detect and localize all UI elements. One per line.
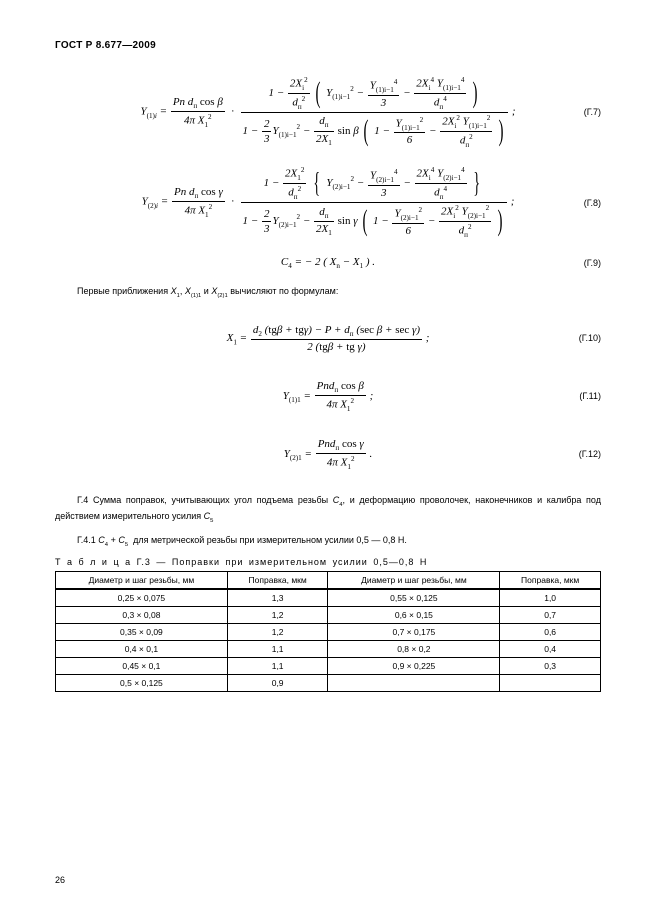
- para-first-approx: Первые приближения X1, X(1)1 и X(2)1 выч…: [55, 285, 601, 301]
- table-cell: 0,8 × 0,2: [328, 641, 500, 658]
- table-cell: 0,25 × 0,075: [56, 589, 228, 607]
- table-row: 0,4 × 0,11,10,8 × 0,20,4: [56, 641, 601, 658]
- table-title: Т а б л и ц а Г.3 — Поправки при измерит…: [55, 557, 601, 567]
- para-g41: Г.4.1 C4 + C5 для метрической резьбы при…: [55, 534, 601, 550]
- table-cell: 0,35 × 0,09: [56, 624, 228, 641]
- formula-g11: Y(1)1 = Pndп cos β 4π X12 ; (Г.11): [55, 376, 601, 416]
- table-cell: 0,4: [500, 641, 601, 658]
- table-row: 0,25 × 0,0751,30,55 × 0,1251,0: [56, 589, 601, 607]
- table-cell: 1,3: [227, 589, 328, 607]
- table-cell: 0,9: [227, 675, 328, 692]
- col-header: Поправка, мкм: [500, 572, 601, 590]
- table-cell: 0,5 × 0,125: [56, 675, 228, 692]
- para-g4: Г.4 Сумма поправок, учитывающих угол под…: [55, 494, 601, 525]
- formula-g12: Y(2)1 = Pndп cos γ 4π X12 . (Г.12): [55, 434, 601, 474]
- table-cell: 0,7 × 0,175: [328, 624, 500, 641]
- table-row: 0,5 × 0,1250,9: [56, 675, 601, 692]
- table-cell: 1,0: [500, 589, 601, 607]
- table-cell: 1,2: [227, 607, 328, 624]
- table-cell: 0,3 × 0,08: [56, 607, 228, 624]
- formula-g8: Y(2)i = Pn dп cos γ 4π X12 · 1 − 2X12dп2…: [55, 166, 601, 238]
- eqnum-g9: (Г.9): [584, 258, 601, 268]
- table-cell: [500, 675, 601, 692]
- corrections-table: Диаметр и шаг резьбы, мм Поправка, мкм Д…: [55, 571, 601, 692]
- eqnum-g8: (Г.8): [584, 198, 601, 208]
- eqnum-g10: (Г.10): [579, 333, 601, 343]
- table-cell: 0,9 × 0,225: [328, 658, 500, 675]
- formula-g7: Y(1)i = Pn dп cos β 4π X12 · 1 − 2Xi2dп2…: [55, 76, 601, 148]
- doc-header: ГОСТ Р 8.677—2009: [55, 40, 601, 51]
- table-cell: 0,45 × 0,1: [56, 658, 228, 675]
- table-cell: 0,6: [500, 624, 601, 641]
- table-cell: 1,1: [227, 658, 328, 675]
- table-cell: 0,3: [500, 658, 601, 675]
- table-row: 0,45 × 0,11,10,9 × 0,2250,3: [56, 658, 601, 675]
- formula-g9: C4 = − 2 ( Xn − X1 ) . (Г.9): [55, 253, 601, 273]
- eqnum-g11: (Г.11): [579, 391, 601, 401]
- eqnum-g12: (Г.12): [579, 449, 601, 459]
- table-cell: [328, 675, 500, 692]
- col-header: Поправка, мкм: [227, 572, 328, 590]
- table-row: 0,3 × 0,081,20,6 × 0,150,7: [56, 607, 601, 624]
- table-cell: 0,55 × 0,125: [328, 589, 500, 607]
- eqnum-g7: (Г.7): [584, 107, 601, 117]
- table-cell: 1,2: [227, 624, 328, 641]
- table-cell: 1,1: [227, 641, 328, 658]
- col-header: Диаметр и шаг резьбы, мм: [56, 572, 228, 590]
- table-cell: 0,4 × 0,1: [56, 641, 228, 658]
- table-header-row: Диаметр и шаг резьбы, мм Поправка, мкм Д…: [56, 572, 601, 590]
- formula-g10: X1 = d2 (tgβ + tgγ) − P + dп (sec β + se…: [55, 318, 601, 358]
- page-number: 26: [55, 875, 65, 885]
- col-header: Диаметр и шаг резьбы, мм: [328, 572, 500, 590]
- table-cell: 0,7: [500, 607, 601, 624]
- table-row: 0,35 × 0,091,20,7 × 0,1750,6: [56, 624, 601, 641]
- table-cell: 0,6 × 0,15: [328, 607, 500, 624]
